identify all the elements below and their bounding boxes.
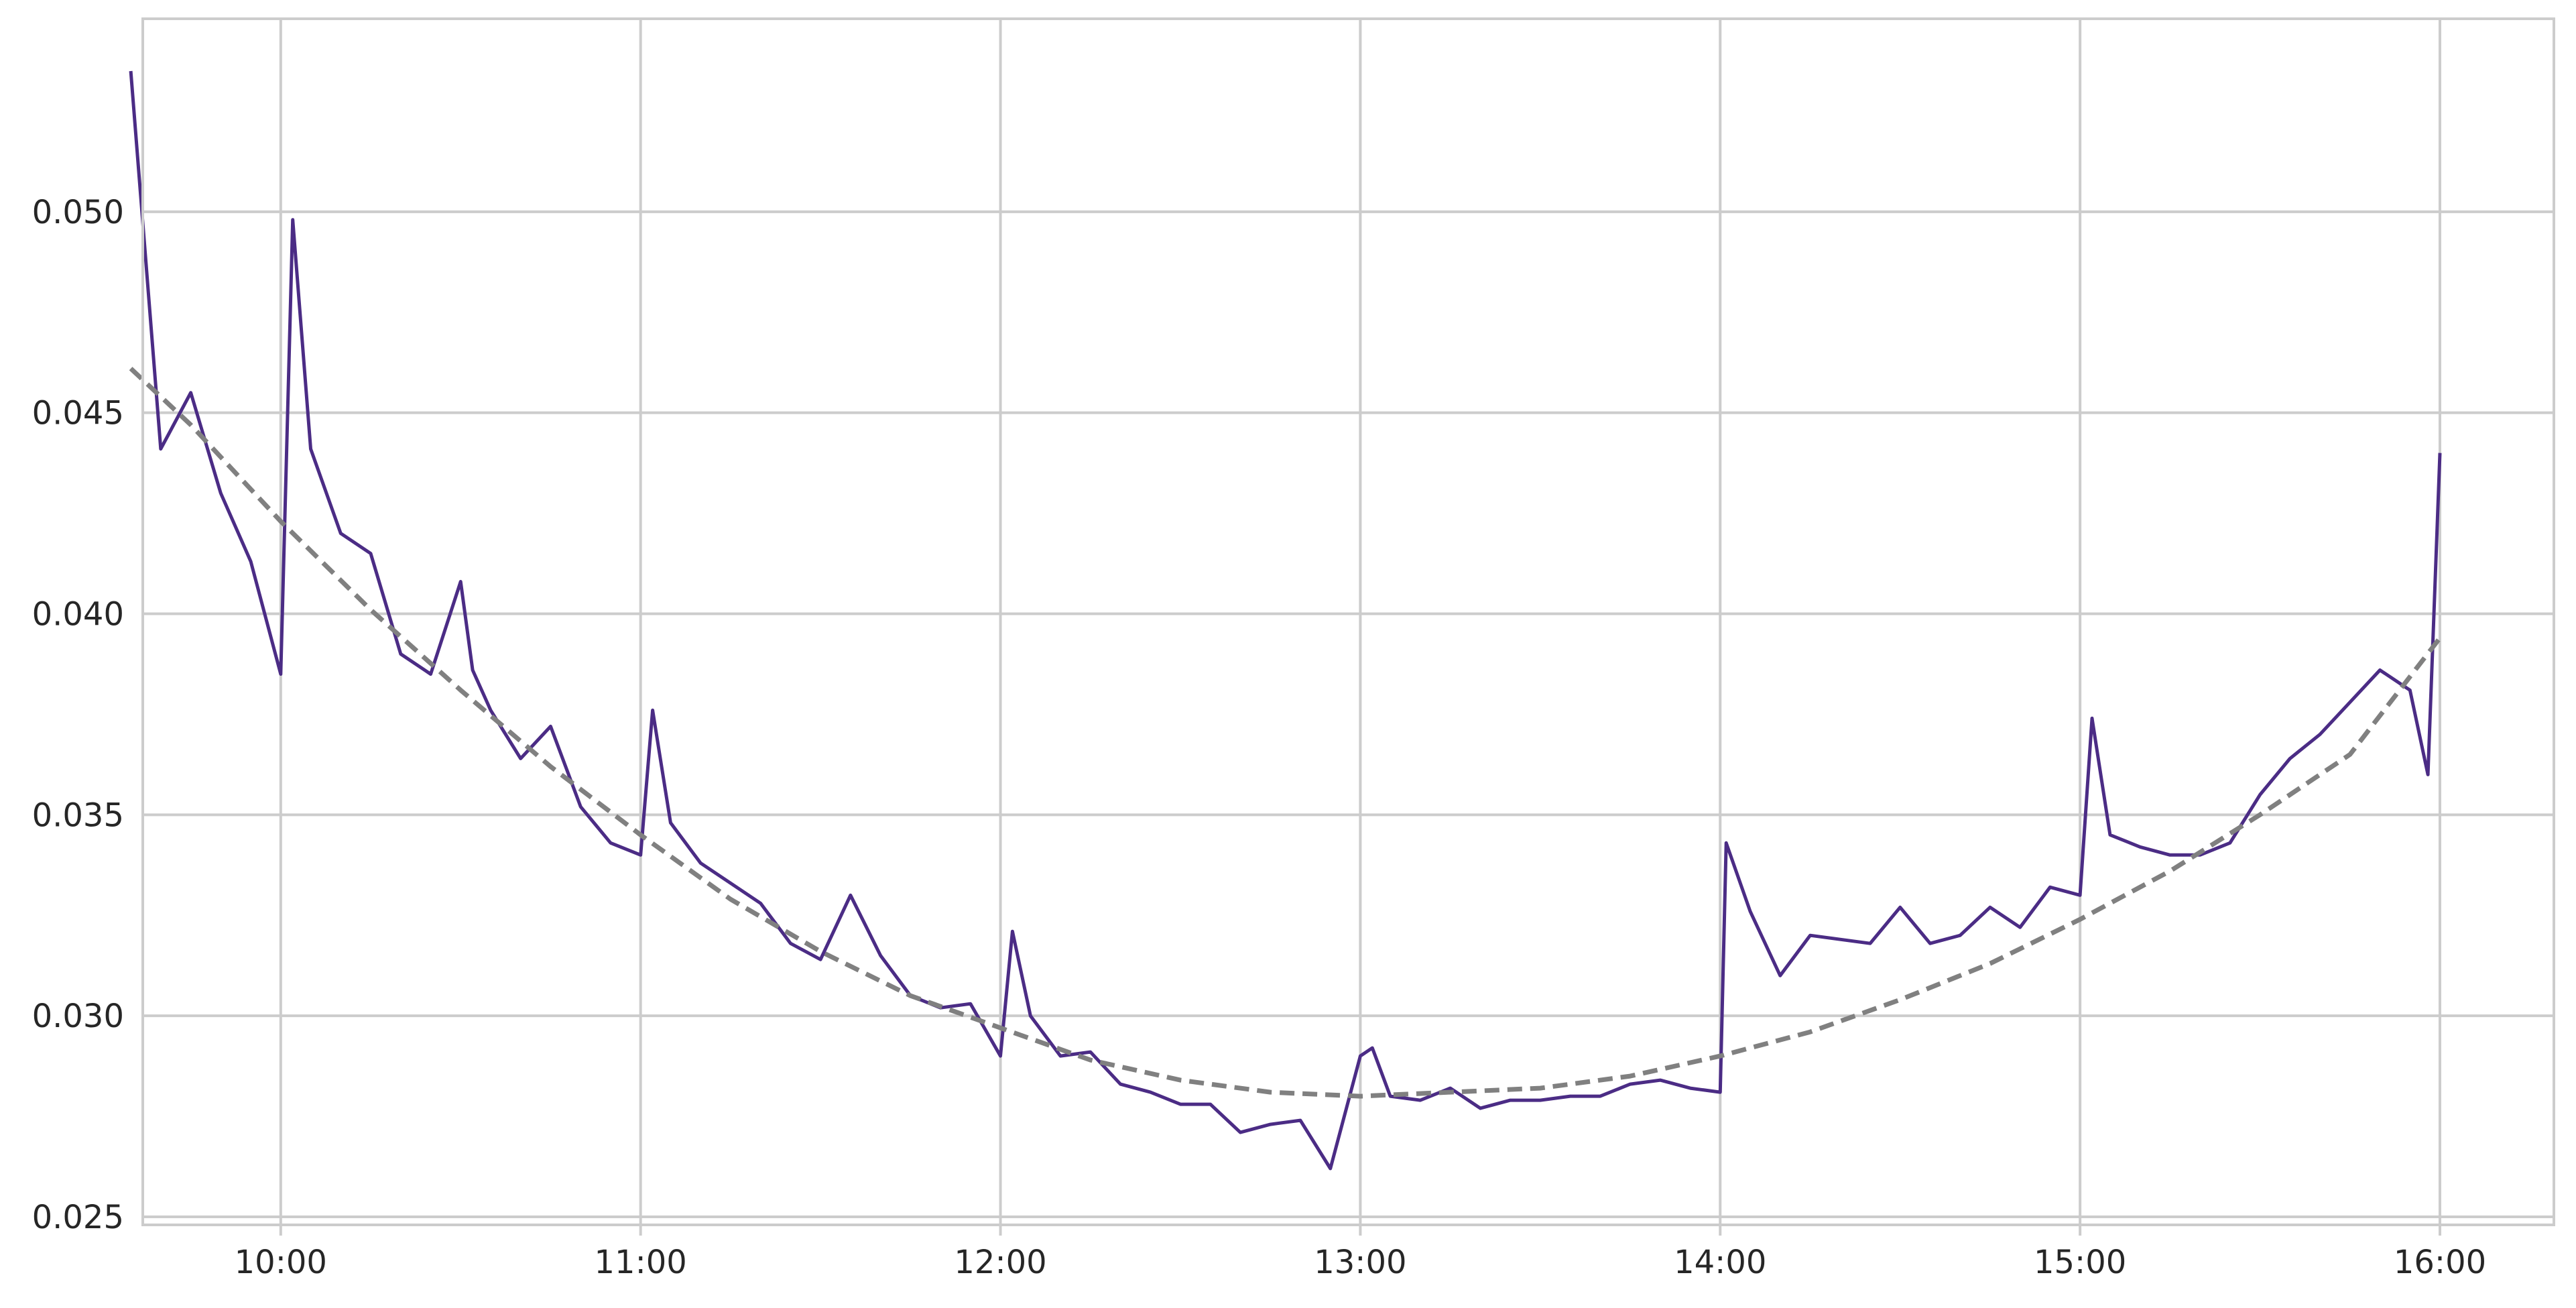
x-tick-label: 10:00 xyxy=(235,1244,327,1281)
axis-tick-labels: 10:00 11:00 12:00 13:00 14:00 15:00 16:00 0.025… xyxy=(32,194,2487,1281)
data-series-line xyxy=(129,70,2442,1171)
series-lines xyxy=(129,70,2442,1171)
x-tick-label: 12:00 xyxy=(954,1244,1046,1281)
x-tick-label: 13:00 xyxy=(1314,1244,1406,1281)
y-tick-label: 0.035 xyxy=(32,796,124,834)
x-tick-label: 15:00 xyxy=(2034,1244,2126,1281)
trend-fit-line xyxy=(129,367,2442,1099)
y-tick-label: 0.025 xyxy=(32,1199,124,1236)
x-tick-label: 14:00 xyxy=(1674,1244,1766,1281)
y-tick-label: 0.030 xyxy=(32,998,124,1035)
y-tick-label: 0.045 xyxy=(32,395,124,432)
y-tick-label: 0.050 xyxy=(32,194,124,231)
plot-frame xyxy=(141,17,2555,1226)
y-tick-label: 0.040 xyxy=(32,596,124,634)
x-tick-label: 11:00 xyxy=(595,1244,687,1281)
x-tick-label: 16:00 xyxy=(2394,1244,2486,1281)
grid-lines xyxy=(143,19,2554,1225)
